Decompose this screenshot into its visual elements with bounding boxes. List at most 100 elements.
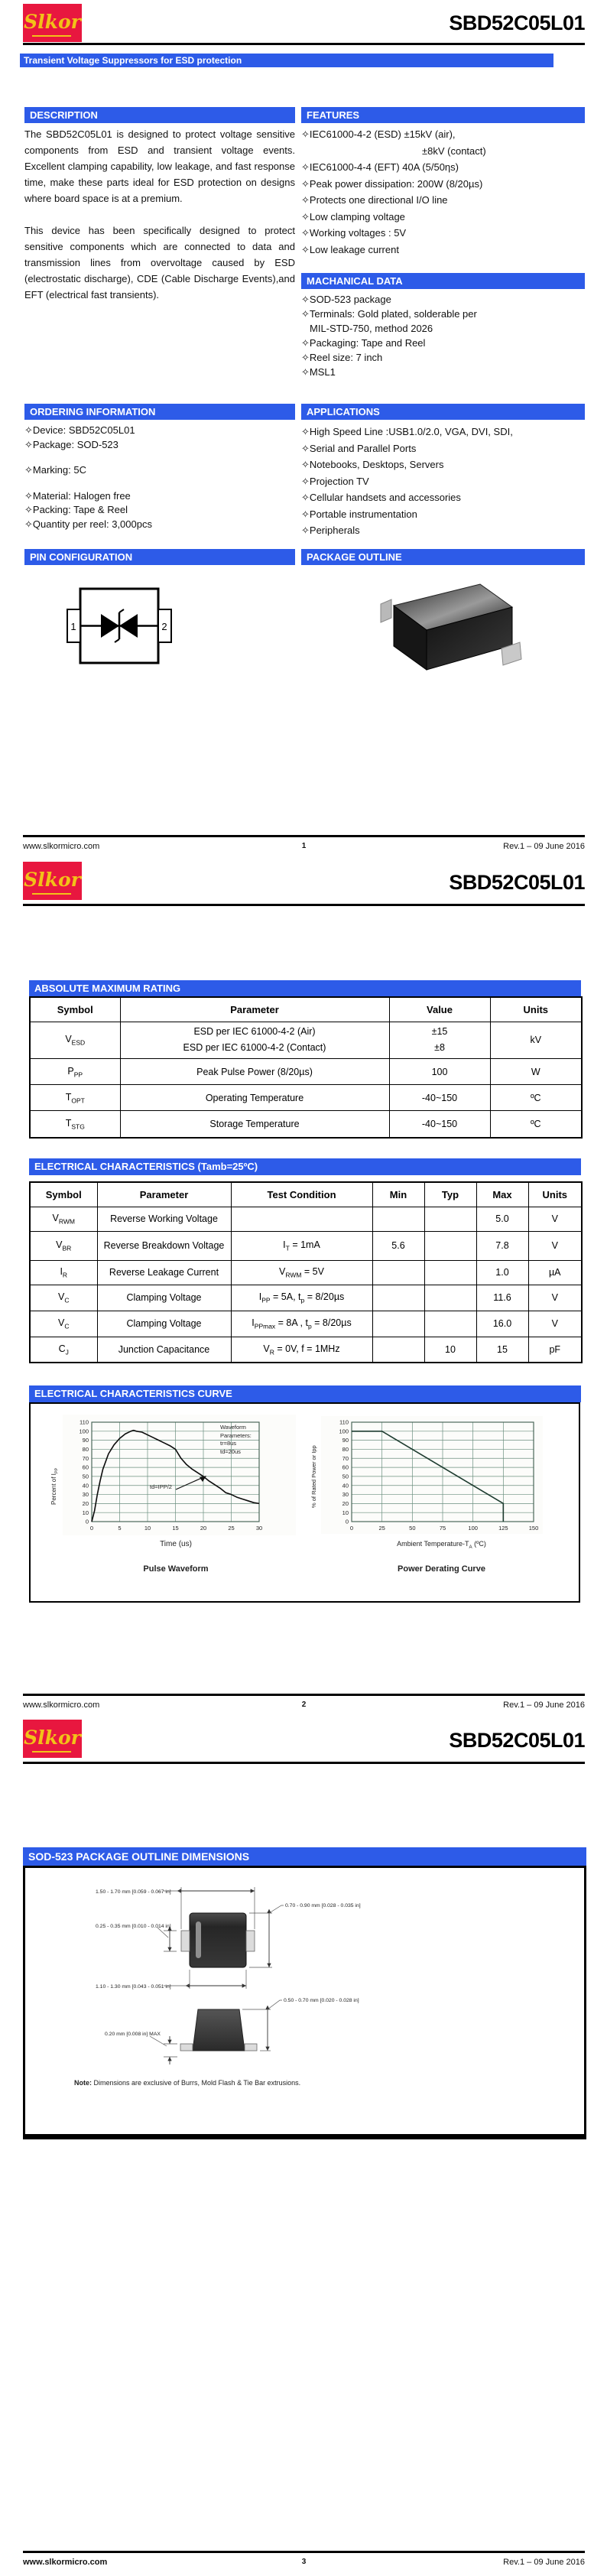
feature-item: ✧Low leakage current xyxy=(301,243,399,255)
application-item: ✧Notebooks, Desktops, Servers xyxy=(301,459,444,470)
parameter-cell: ESD per IEC 61000-4-2 (Air) ESD per IEC … xyxy=(119,1021,390,1060)
application-item: ✧Portable instrumentation xyxy=(301,508,417,520)
symbol-cell: TSTG xyxy=(29,1110,121,1139)
typ-cell xyxy=(424,1310,477,1337)
symbol-cell: IR xyxy=(29,1259,98,1285)
units-cell: V xyxy=(527,1206,583,1232)
svg-text:10: 10 xyxy=(342,1509,349,1516)
table-row: TOPT Operating Temperature -40~150 ºC xyxy=(29,1084,583,1112)
column-header: Value xyxy=(388,996,491,1022)
applications-list: ✧High Speed Line :USB1.0/2.0, VGA, DVI, … xyxy=(301,424,585,539)
footer-revision: Rev.1 – 09 June 2016 xyxy=(503,2558,585,2567)
svg-text:20: 20 xyxy=(200,1525,206,1532)
footer-website: www.slkormicro.com xyxy=(23,2558,108,2567)
mechanical-item: ✧MSL1 xyxy=(301,366,336,378)
column-header: Max xyxy=(476,1181,529,1207)
header-rule xyxy=(23,1762,585,1764)
max-cell: 15 xyxy=(476,1336,529,1363)
parameter-cell: Storage Temperature xyxy=(119,1110,390,1139)
ordering-item: ✧Quantity per reel: 3,000pcs xyxy=(24,518,152,530)
footer-website: www.slkormicro.com xyxy=(23,1701,100,1710)
svg-text:10: 10 xyxy=(144,1525,151,1532)
feature-item: ✧IEC61000-4-4 (EFT) 40A (5/50ηs) xyxy=(301,161,459,173)
ordering-item: ✧Package: SOD-523 xyxy=(24,438,118,450)
mechanical-item: MIL-STD-750, method 2026 xyxy=(310,323,433,334)
description-paragraph-1: The SBD52C05L01 is designed to protect v… xyxy=(24,128,295,204)
pin-1-label: 1 xyxy=(70,621,76,632)
header-rule xyxy=(23,904,585,906)
svg-text:110: 110 xyxy=(80,1419,89,1426)
pin-configuration-diagram: 1 2 xyxy=(67,587,172,664)
svg-text:50: 50 xyxy=(342,1473,349,1480)
footer-revision: Rev.1 – 09 June 2016 xyxy=(503,1701,585,1710)
symbol-cell: PPP xyxy=(29,1058,121,1086)
parameter-cell: Clamping Voltage xyxy=(96,1310,232,1337)
svg-text:50: 50 xyxy=(83,1473,89,1480)
feature-item: ✧Peak power dissipation: 200W (8/20µs) xyxy=(301,177,483,190)
table-row: IR Reverse Leakage Current VRWM = 5V 1.0… xyxy=(29,1259,583,1285)
section-header-mechanical-data: MACHANICAL DATA xyxy=(301,273,585,289)
application-item: ✧High Speed Line :USB1.0/2.0, VGA, DVI, … xyxy=(301,426,513,437)
pulse-chart-td-label: td=IPP/2 xyxy=(150,1483,172,1490)
table-row: VRWM Reverse Working Voltage 5.0 V xyxy=(29,1206,583,1232)
svg-text:30: 30 xyxy=(256,1525,262,1532)
svg-text:90: 90 xyxy=(342,1437,349,1444)
electrical-characteristics-table: Symbol Parameter Test Condition Min Typ … xyxy=(29,1181,583,1363)
header-rule xyxy=(23,43,585,45)
ordering-item: ✧Device: SBD52C05L01 xyxy=(24,424,135,436)
value-cell: -40~150 xyxy=(388,1110,491,1139)
pulse-chart-y-axis-label: Percent of IPP xyxy=(50,1467,60,1505)
section-header-package-outline: PACKAGE OUTLINE xyxy=(301,549,585,565)
mechanical-item: ✧Reel size: 7 inch xyxy=(301,352,383,363)
pulse-chart-caption: Pulse Waveform xyxy=(143,1564,209,1574)
part-number-title: SBD52C05L01 xyxy=(449,1729,585,1752)
svg-text:5: 5 xyxy=(118,1525,121,1532)
units-cell: V xyxy=(527,1230,583,1261)
test-condition-cell: IPPmax = 8A , tp = 8/20µs xyxy=(230,1310,373,1337)
test-condition-cell xyxy=(230,1206,373,1232)
test-condition-cell: VR = 0V, f = 1MHz xyxy=(230,1336,373,1363)
column-header: Typ xyxy=(424,1181,477,1207)
parameter-cell: Reverse Leakage Current xyxy=(96,1259,232,1285)
derating-chart-caption: Power Derating Curve xyxy=(398,1564,485,1574)
pulse-waveform-chart: 0 10 20 30 40 50 60 70 80 90 100 110 0 5 10 15 20 25 30 xyxy=(63,1415,296,1535)
min-cell xyxy=(372,1284,425,1311)
page-footer: www.slkormicro.com 3 Rev.1 – 09 June 201… xyxy=(23,2558,585,2570)
max-cell: 1.0 xyxy=(476,1259,529,1285)
mechanical-item: ✧Packaging: Tape and Reel xyxy=(301,337,426,349)
svg-text:40: 40 xyxy=(83,1482,89,1489)
units-cell: ºC xyxy=(489,1110,583,1139)
slkor-logo: Slkor xyxy=(23,1720,82,1758)
sod523-dimension-drawing: 1.50 - 1.70 mm [0.059 - 0.067 in] 0.25 -… xyxy=(74,1887,361,2087)
typ-cell xyxy=(424,1284,477,1311)
svg-text:20: 20 xyxy=(342,1500,349,1507)
dimension-label: 0.50 - 0.70 mm [0.020 - 0.028 in] xyxy=(284,1998,359,2003)
test-condition-cell: IT = 1mA xyxy=(230,1230,373,1261)
svg-text:0: 0 xyxy=(346,1519,349,1525)
units-cell: µA xyxy=(527,1259,583,1285)
part-number-title: SBD52C05L01 xyxy=(449,871,585,894)
units-cell: pF xyxy=(527,1336,583,1363)
mechanical-data-list: ✧SOD-523 package ✧Terminals: Gold plated… xyxy=(301,292,585,379)
svg-text:10: 10 xyxy=(83,1509,89,1516)
ordering-list: ✧Device: SBD52C05L01 ✧Package: SOD-523 ✧… xyxy=(24,424,295,531)
svg-text:30: 30 xyxy=(83,1491,89,1498)
column-header: Units xyxy=(527,1181,583,1207)
table-row: VC Clamping Voltage IPPmax = 8A , tp = 8… xyxy=(29,1310,583,1337)
application-item: ✧Cellular handsets and accessories xyxy=(301,492,461,503)
parameter-cell: Junction Capacitance xyxy=(96,1336,232,1363)
svg-text:110: 110 xyxy=(339,1419,349,1426)
symbol-cell: VC xyxy=(29,1284,98,1311)
value-cell: -40~150 xyxy=(388,1084,491,1112)
ordering-item: ✧Material: Halogen free xyxy=(24,489,131,502)
parameter-cell: Clamping Voltage xyxy=(96,1284,232,1311)
test-condition-cell: VRWM = 5V xyxy=(230,1259,373,1285)
svg-text:0: 0 xyxy=(90,1525,93,1532)
column-header: Symbol xyxy=(29,996,121,1022)
symbol-cell: CJ xyxy=(29,1336,98,1363)
max-cell: 7.8 xyxy=(476,1230,529,1261)
units-cell: V xyxy=(527,1284,583,1311)
symbol-cell: VESD xyxy=(29,1021,121,1060)
mechanical-item: ✧SOD-523 package xyxy=(301,294,391,305)
dimensions-panel xyxy=(23,1866,586,2139)
